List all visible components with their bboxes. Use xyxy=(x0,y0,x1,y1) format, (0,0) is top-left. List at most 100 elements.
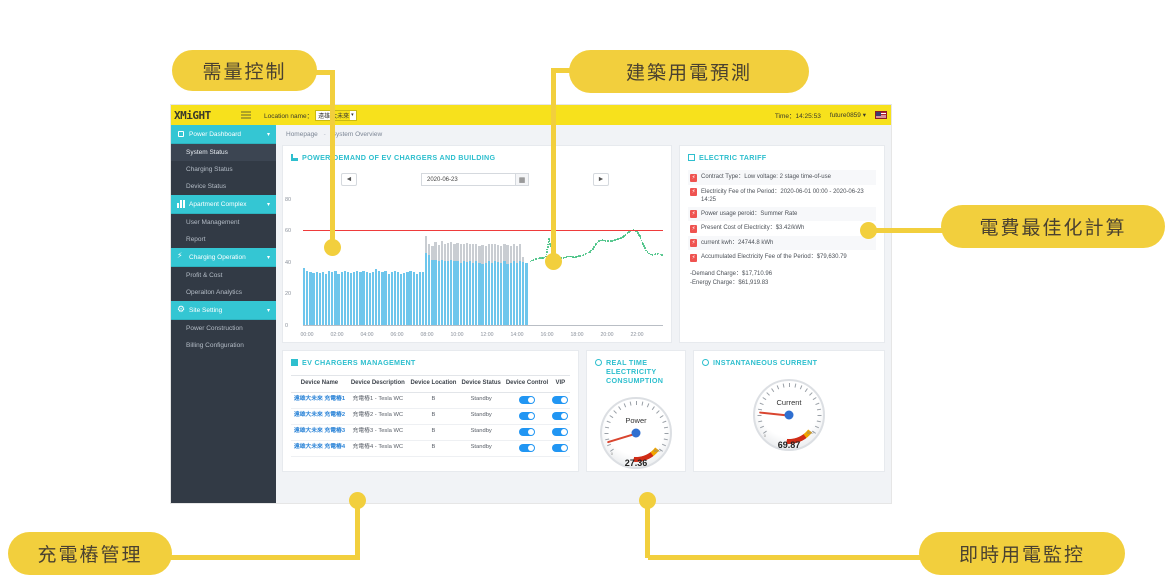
chart-bar xyxy=(443,192,447,326)
table-cell: B xyxy=(407,408,460,425)
forecast-point xyxy=(587,251,590,254)
sidebar-item-device-status[interactable]: Device Status xyxy=(186,183,227,190)
chart-bar xyxy=(303,192,306,326)
table-cell: 遠雄大未來 充電樁4 xyxy=(291,440,348,457)
sidebar-group-power-dashboard[interactable]: Power Dashboard ▾ xyxy=(171,125,276,144)
sidebar-group-site-setting[interactable]: Site Setting ▾ xyxy=(171,301,276,320)
forecast-point xyxy=(641,242,644,244)
chart-bar xyxy=(453,192,456,326)
vip-toggle[interactable] xyxy=(552,411,569,420)
forecast-point xyxy=(643,245,645,247)
power-demand-title: POWER DEMAND OF EV CHARGERS AND BUILDING xyxy=(302,153,496,162)
forecast-point xyxy=(635,230,638,233)
forecast-point xyxy=(569,255,571,258)
sidebar-item-charging-status[interactable]: Charging Status xyxy=(186,166,233,173)
forecast-point xyxy=(540,257,543,259)
date-input[interactable]: 2020-06-23 xyxy=(421,173,515,186)
table-column-header: Device Description xyxy=(347,375,408,393)
gear-icon xyxy=(702,358,709,366)
device-control-toggle[interactable] xyxy=(519,427,536,436)
chart-bar xyxy=(309,192,312,326)
doc-icon xyxy=(688,153,695,161)
x-axis-tick: 10:00 xyxy=(450,332,464,338)
chart-bar xyxy=(450,192,453,326)
sidebar-item-power-construction[interactable]: Power Construction xyxy=(186,325,243,332)
forecast-point xyxy=(626,232,629,234)
forecast-point xyxy=(651,254,654,256)
sidebar-item-user-management[interactable]: User Management xyxy=(186,219,240,226)
chart-bar xyxy=(378,192,381,326)
device-control-toggle[interactable] xyxy=(519,395,536,404)
table-row[interactable]: 遠雄大未來 充電樁1 充電樁1 - Tesla WC B Standby xyxy=(291,392,570,409)
table-cell: Standby xyxy=(459,408,504,425)
forecast-point xyxy=(614,239,616,241)
chart-bar xyxy=(368,192,371,326)
us-flag-icon[interactable] xyxy=(875,111,887,119)
device-control-toggle[interactable] xyxy=(519,411,536,420)
app-logo[interactable]: XMiGHT xyxy=(174,108,211,122)
forecast-point xyxy=(547,241,550,243)
table-row[interactable]: 遠雄大未來 充電樁4 充電樁4 - Tesla WC B Standby xyxy=(291,440,570,457)
user-menu[interactable]: future0859 ▾ xyxy=(829,112,866,119)
chart-bar xyxy=(428,192,431,326)
forecast-point xyxy=(628,231,630,233)
table-cell: B xyxy=(407,392,460,409)
leader-charger-mgmt-v xyxy=(355,498,360,558)
sidebar: Power Dashboard ▾ System Status Charging… xyxy=(171,125,276,503)
location-select[interactable]: 遠雄 大未來 ▾ xyxy=(315,109,357,121)
table-cell: 充電樁2 - Tesla WC xyxy=(347,408,408,425)
sidebar-item-operation-analytics[interactable]: Operaiton Analytics xyxy=(186,289,243,296)
vip-toggle[interactable] xyxy=(552,443,569,452)
sidebar-item-billing-configuration[interactable]: Billing Configuration xyxy=(186,342,244,349)
forecast-point xyxy=(623,235,626,237)
table-row[interactable]: 遠雄大未來 充電樁2 充電樁2 - Tesla WC B Standby xyxy=(291,408,570,425)
forecast-point xyxy=(542,257,544,259)
next-day-button[interactable]: ► xyxy=(593,173,609,186)
prev-day-button[interactable]: ◄ xyxy=(341,173,357,186)
chart-bar xyxy=(500,192,503,326)
vip-toggle[interactable] xyxy=(552,427,569,436)
vip-toggle[interactable] xyxy=(552,395,569,404)
table-header-row: Device Name Device Description Device Loca… xyxy=(291,375,570,393)
tariff-line: ⚡ Electricity Fee of the Period：2020-06-0… xyxy=(688,185,876,207)
leader-rt-mon-h xyxy=(648,555,938,560)
ev-chargers-title-row: EV CHARGERS MANAGEMENT xyxy=(283,351,578,373)
callout-demand-control: 需量控制 xyxy=(172,50,317,91)
chart-bar xyxy=(481,192,484,326)
chart-bar xyxy=(390,192,393,326)
current-gauge-wrap: Current 0 500 69.87 xyxy=(694,373,884,453)
dot-rt-mon xyxy=(639,492,656,509)
breadcrumb-home[interactable]: Homepage xyxy=(286,131,318,138)
y-axis-tick: 80 xyxy=(285,196,292,203)
date-picker[interactable]: 2020-06-23 ▦ xyxy=(421,173,529,186)
x-axis-tick: 08:00 xyxy=(420,332,434,338)
forecast-point xyxy=(570,255,572,258)
menu-toggle-icon[interactable] xyxy=(241,110,251,121)
table-column-header: VIP xyxy=(550,375,570,393)
table-row[interactable]: 遠雄大未來 充電樁3 充電樁3 - Tesla WC B Standby xyxy=(291,424,570,441)
sidebar-item-report[interactable]: Report xyxy=(186,236,206,243)
realtime-gauge-wrap: Power 0 500 27.36 xyxy=(587,391,685,471)
location-value: 大未來 xyxy=(330,110,351,120)
current-title-row: INSTANTANEOUS CURRENT xyxy=(694,351,884,373)
calendar-icon[interactable]: ▦ xyxy=(515,173,529,186)
forecast-point xyxy=(548,238,550,241)
forecast-point xyxy=(654,253,657,256)
device-control-toggle[interactable] xyxy=(519,443,536,452)
sidebar-item-system-status[interactable]: System Status xyxy=(171,144,276,161)
dot-demand-control xyxy=(324,239,341,256)
sidebar-group-apartment-complex[interactable]: Apartment Complex ▾ xyxy=(171,195,276,214)
forecast-point xyxy=(547,243,549,246)
tariff-footer: -Demand Charge：$17,710.96 -Energy Charge：… xyxy=(688,265,876,288)
chart-bar xyxy=(362,192,365,326)
table-body: 遠雄大未來 充電樁1 充電樁1 - Tesla WC B Standby 遠雄大未來 充… xyxy=(291,392,570,457)
chart-icon xyxy=(291,153,298,161)
gear-icon xyxy=(177,304,185,315)
forecast-point xyxy=(565,256,568,258)
chart-bar xyxy=(412,192,415,326)
chart-bar xyxy=(349,192,353,326)
chart-bar xyxy=(418,192,422,326)
chart-bar xyxy=(406,192,409,326)
sidebar-item-profit-cost[interactable]: Profit & Cost xyxy=(186,272,223,279)
sidebar-group-charging-operation[interactable]: Charging Operation ▾ xyxy=(171,248,276,267)
